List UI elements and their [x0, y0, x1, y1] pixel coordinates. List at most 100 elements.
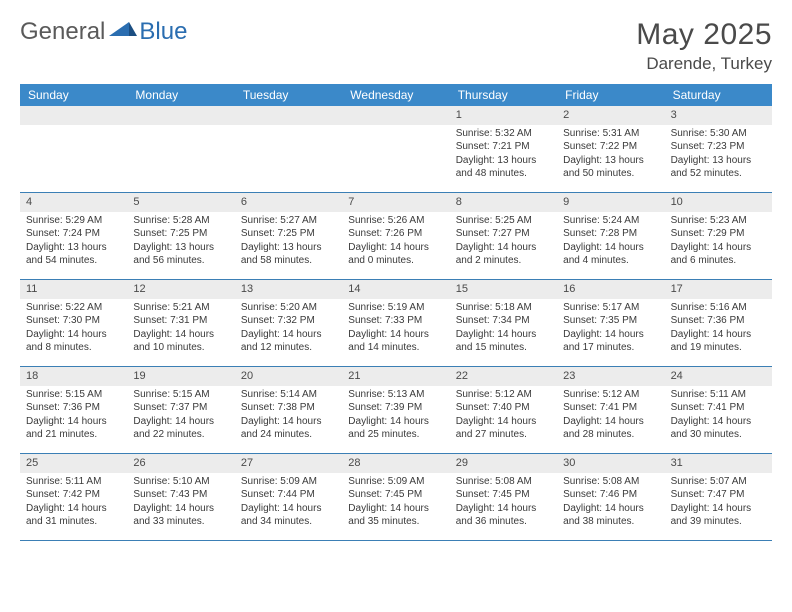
daylight-text: Daylight: 13 hours and 50 minutes.	[563, 154, 658, 181]
day-number: 31	[665, 454, 772, 473]
day-number: 4	[20, 193, 127, 212]
sunset-text: Sunset: 7:27 PM	[456, 227, 551, 241]
day-cell: 7Sunrise: 5:26 AMSunset: 7:26 PMDaylight…	[342, 193, 449, 279]
day-cell: 13Sunrise: 5:20 AMSunset: 7:32 PMDayligh…	[235, 280, 342, 366]
day-body: Sunrise: 5:09 AMSunset: 7:44 PMDaylight:…	[235, 473, 342, 533]
sunset-text: Sunset: 7:32 PM	[241, 314, 336, 328]
sunset-text: Sunset: 7:41 PM	[563, 401, 658, 415]
daylight-text: Daylight: 14 hours and 19 minutes.	[671, 328, 766, 355]
daylight-text: Daylight: 14 hours and 17 minutes.	[563, 328, 658, 355]
sunrise-text: Sunrise: 5:25 AM	[456, 214, 551, 228]
sunset-text: Sunset: 7:45 PM	[348, 488, 443, 502]
day-number: 10	[665, 193, 772, 212]
sunrise-text: Sunrise: 5:21 AM	[133, 301, 228, 315]
day-body	[342, 125, 449, 131]
day-body: Sunrise: 5:18 AMSunset: 7:34 PMDaylight:…	[450, 299, 557, 359]
daylight-text: Daylight: 13 hours and 52 minutes.	[671, 154, 766, 181]
daylight-text: Daylight: 13 hours and 54 minutes.	[26, 241, 121, 268]
day-body: Sunrise: 5:14 AMSunset: 7:38 PMDaylight:…	[235, 386, 342, 446]
daylight-text: Daylight: 14 hours and 6 minutes.	[671, 241, 766, 268]
sunset-text: Sunset: 7:22 PM	[563, 140, 658, 154]
day-cell: 20Sunrise: 5:14 AMSunset: 7:38 PMDayligh…	[235, 367, 342, 453]
sunrise-text: Sunrise: 5:19 AM	[348, 301, 443, 315]
day-number: 20	[235, 367, 342, 386]
daylight-text: Daylight: 13 hours and 48 minutes.	[456, 154, 551, 181]
sunset-text: Sunset: 7:36 PM	[26, 401, 121, 415]
week-row: 4Sunrise: 5:29 AMSunset: 7:24 PMDaylight…	[20, 193, 772, 280]
weekday-header: Friday	[557, 84, 664, 106]
daylight-text: Daylight: 14 hours and 33 minutes.	[133, 502, 228, 529]
sunset-text: Sunset: 7:37 PM	[133, 401, 228, 415]
day-cell: 19Sunrise: 5:15 AMSunset: 7:37 PMDayligh…	[127, 367, 234, 453]
calendar-page: General Blue May 2025 Darende, Turkey Su…	[0, 0, 792, 551]
weekday-header-row: Sunday Monday Tuesday Wednesday Thursday…	[20, 84, 772, 106]
day-cell: 9Sunrise: 5:24 AMSunset: 7:28 PMDaylight…	[557, 193, 664, 279]
weekday-header: Wednesday	[342, 84, 449, 106]
sunset-text: Sunset: 7:34 PM	[456, 314, 551, 328]
week-row: 18Sunrise: 5:15 AMSunset: 7:36 PMDayligh…	[20, 367, 772, 454]
day-cell: 12 Sunrise: 5:21 AMSunset: 7:31 PMDayligh…	[127, 280, 234, 366]
sunrise-text: Sunrise: 5:23 AM	[671, 214, 766, 228]
day-body: Sunrise: 5:23 AMSunset: 7:29 PMDaylight:…	[665, 212, 772, 272]
day-number: 21	[342, 367, 449, 386]
day-body: Sunrise: 5:20 AMSunset: 7:32 PMDaylight:…	[235, 299, 342, 359]
daylight-text: Daylight: 14 hours and 38 minutes.	[563, 502, 658, 529]
daylight-text: Daylight: 14 hours and 35 minutes.	[348, 502, 443, 529]
sunset-text: Sunset: 7:38 PM	[241, 401, 336, 415]
daylight-text: Daylight: 14 hours and 21 minutes.	[26, 415, 121, 442]
sunset-text: Sunset: 7:39 PM	[348, 401, 443, 415]
day-number	[235, 106, 342, 125]
daylight-text: Daylight: 13 hours and 58 minutes.	[241, 241, 336, 268]
sunrise-text: Sunrise: 5:15 AM	[26, 388, 121, 402]
day-number: 2	[557, 106, 664, 125]
sunrise-text: Sunrise: 5:12 AM	[563, 388, 658, 402]
daylight-text: Daylight: 14 hours and 34 minutes.	[241, 502, 336, 529]
daylight-text: Daylight: 14 hours and 0 minutes.	[348, 241, 443, 268]
day-body: Sunrise: 5:25 AMSunset: 7:27 PMDaylight:…	[450, 212, 557, 272]
sunrise-text: Sunrise: 5:11 AM	[671, 388, 766, 402]
day-body: Sunrise: 5:09 AMSunset: 7:45 PMDaylight:…	[342, 473, 449, 533]
daylight-text: Daylight: 14 hours and 10 minutes.	[133, 328, 228, 355]
day-cell: 30Sunrise: 5:08 AMSunset: 7:46 PMDayligh…	[557, 454, 664, 540]
sunrise-text: Sunrise: 5:29 AM	[26, 214, 121, 228]
day-body: Sunrise: 5:12 AMSunset: 7:40 PMDaylight:…	[450, 386, 557, 446]
weekday-header: Saturday	[665, 84, 772, 106]
day-number: 23	[557, 367, 664, 386]
sunrise-text: Sunrise: 5:13 AM	[348, 388, 443, 402]
sunset-text: Sunset: 7:46 PM	[563, 488, 658, 502]
day-cell: 8Sunrise: 5:25 AMSunset: 7:27 PMDaylight…	[450, 193, 557, 279]
day-number	[127, 106, 234, 125]
day-body: Sunrise: 5:32 AMSunset: 7:21 PMDaylight:…	[450, 125, 557, 185]
sunset-text: Sunset: 7:24 PM	[26, 227, 121, 241]
daylight-text: Daylight: 14 hours and 8 minutes.	[26, 328, 121, 355]
day-cell: 16Sunrise: 5:17 AMSunset: 7:35 PMDayligh…	[557, 280, 664, 366]
day-cell: 22Sunrise: 5:12 AMSunset: 7:40 PMDayligh…	[450, 367, 557, 453]
sunset-text: Sunset: 7:31 PM	[133, 314, 228, 328]
day-cell: 21Sunrise: 5:13 AMSunset: 7:39 PMDayligh…	[342, 367, 449, 453]
daylight-text: Daylight: 14 hours and 2 minutes.	[456, 241, 551, 268]
sunrise-text: Sunrise: 5:12 AM	[456, 388, 551, 402]
day-number: 30	[557, 454, 664, 473]
day-number: 12	[127, 280, 234, 299]
day-body	[20, 125, 127, 131]
daylight-text: Daylight: 14 hours and 36 minutes.	[456, 502, 551, 529]
sunset-text: Sunset: 7:43 PM	[133, 488, 228, 502]
calendar-grid: Sunday Monday Tuesday Wednesday Thursday…	[20, 84, 772, 541]
sunset-text: Sunset: 7:35 PM	[563, 314, 658, 328]
sunrise-text: Sunrise: 5:30 AM	[671, 127, 766, 141]
daylight-text: Daylight: 13 hours and 56 minutes.	[133, 241, 228, 268]
day-number: 16	[557, 280, 664, 299]
day-number: 15	[450, 280, 557, 299]
day-body: Sunrise: 5:19 AMSunset: 7:33 PMDaylight:…	[342, 299, 449, 359]
day-cell: 4 Sunrise: 5:29 AMSunset: 7:24 PMDaylight…	[20, 193, 127, 279]
sunset-text: Sunset: 7:45 PM	[456, 488, 551, 502]
daylight-text: Daylight: 14 hours and 28 minutes.	[563, 415, 658, 442]
day-body: Sunrise: 5:08 AMSunset: 7:46 PMDaylight:…	[557, 473, 664, 533]
day-cell	[127, 106, 234, 192]
day-body: Sunrise: 5:10 AMSunset: 7:43 PMDaylight:…	[127, 473, 234, 533]
brand-part2: Blue	[139, 18, 187, 46]
day-cell: 29Sunrise: 5:08 AMSunset: 7:45 PMDayligh…	[450, 454, 557, 540]
week-row: 25Sunrise: 5:11 AMSunset: 7:42 PMDayligh…	[20, 454, 772, 541]
day-body: Sunrise: 5:13 AMSunset: 7:39 PMDaylight:…	[342, 386, 449, 446]
sunrise-text: Sunrise: 5:28 AM	[133, 214, 228, 228]
